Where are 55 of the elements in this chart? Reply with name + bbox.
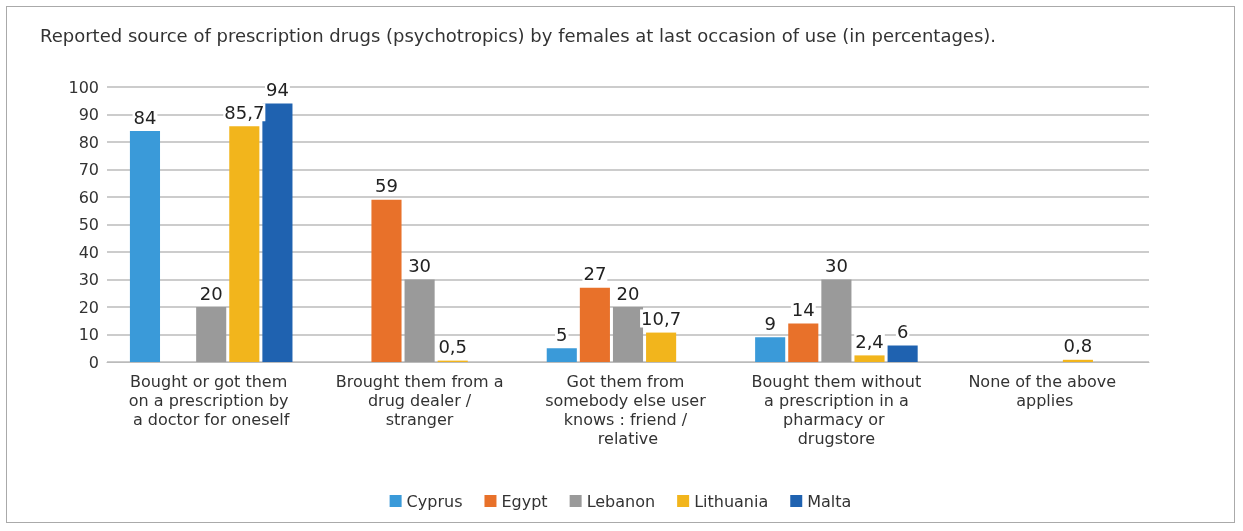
x-tick-label: Bought or got them on a prescription by a doctor for oneself (128, 372, 294, 429)
y-tick-label: 100 (68, 77, 99, 97)
bar (887, 345, 918, 362)
x-tick-label: Brought them from a drug dealer / stranger (335, 372, 504, 429)
legend-label: Lebanon (586, 491, 656, 511)
y-tick-label: 0 (88, 352, 99, 372)
bar (646, 332, 677, 362)
data-label: 2,4 (855, 330, 884, 352)
bar (821, 279, 852, 362)
y-tick-label: 90 (78, 105, 99, 124)
bar (196, 307, 227, 362)
bar (262, 103, 293, 362)
bar (579, 287, 610, 362)
legend-label: Egypt (501, 491, 548, 511)
legend-label: Lithuania (694, 491, 769, 511)
data-label: 9 (764, 312, 776, 334)
data-label: 10,7 (641, 308, 682, 330)
y-tick-label: 20 (78, 297, 99, 317)
data-label: 0,8 (1063, 335, 1093, 357)
bar (404, 279, 435, 362)
data-label: 20 (199, 282, 223, 304)
data-label: 59 (375, 175, 398, 197)
chart-title: Reported source of prescription drugs (psychotropics) by females at last occasion of use (in percentages). (40, 24, 997, 46)
bar (788, 323, 819, 362)
x-tick-label: Bought them without a prescription in a pharmacy or drugstore (751, 372, 922, 448)
bar (546, 348, 577, 362)
bar (129, 131, 161, 362)
x-tick-label: Got them from somebody else user knows : friend / relative (545, 372, 711, 448)
data-label: 6 (896, 321, 909, 342)
y-tick-label: 10 (78, 325, 99, 344)
bar (755, 337, 786, 362)
y-tick-label: 50 (78, 215, 99, 234)
x-tick-label: None of the above applies (968, 372, 1122, 410)
data-label: 0,5 (438, 336, 468, 358)
data-label: 85,7 (224, 101, 265, 123)
legend-label: Cyprus (406, 491, 463, 511)
data-label: 27 (583, 263, 607, 285)
data-label: 84 (133, 106, 157, 128)
data-label: 30 (824, 255, 848, 276)
data-label: 30 (408, 255, 432, 276)
data-label: 5 (556, 323, 568, 345)
bar (1062, 359, 1093, 362)
y-tick-label: 80 (78, 132, 99, 152)
legend-label: Malta (807, 491, 852, 511)
bar (854, 355, 885, 362)
data-label: 14 (791, 299, 815, 320)
y-tick-label: 30 (78, 270, 99, 289)
bar (612, 307, 644, 362)
data-label: 20 (616, 282, 640, 304)
y-tick-label: 60 (78, 187, 99, 207)
y-tick-label: 40 (78, 242, 99, 262)
bar (229, 126, 260, 362)
data-label: 94 (265, 79, 289, 100)
bar (371, 199, 402, 362)
y-tick-label: 70 (78, 160, 99, 179)
